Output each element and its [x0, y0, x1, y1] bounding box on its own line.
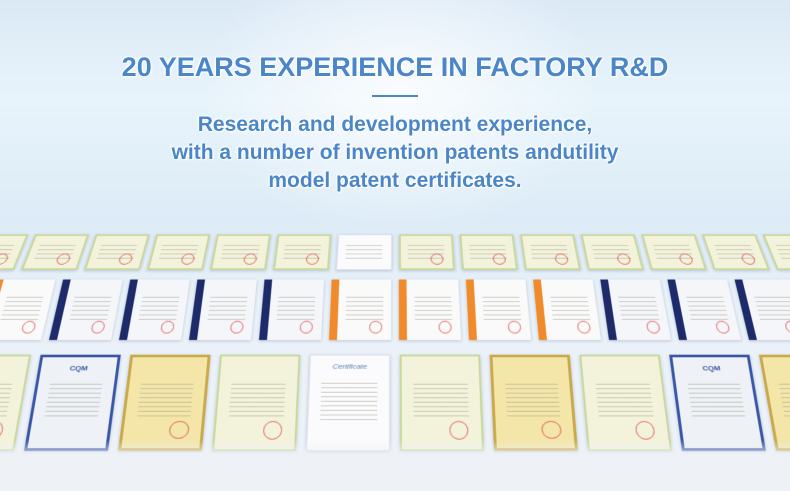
certificate-patent: [20, 234, 89, 270]
certificate-text-lines: [43, 383, 103, 421]
certificate-logo: Certificate: [332, 362, 368, 371]
certificate-patent: [209, 234, 271, 270]
certificate-gold: [118, 354, 211, 451]
certificate-text-lines: [776, 245, 790, 259]
seal-icon: [368, 321, 383, 334]
certificate-patent: [212, 354, 301, 451]
certificate-cqm: CQM: [669, 354, 766, 451]
certificate-patent: [146, 234, 210, 270]
certificate-text-lines: [345, 245, 383, 259]
certificate-patent: [640, 234, 707, 270]
certificate-text-lines: [413, 383, 469, 421]
certificate-navy: [49, 279, 123, 340]
certificate-navy: [119, 279, 190, 340]
seal-icon: [634, 421, 656, 440]
banner-title: 20 YEARS EXPERIENCE IN FACTORY R&D: [121, 52, 669, 82]
certificate-text-lines: [228, 383, 286, 421]
certificate-text-lines: [0, 383, 13, 421]
certificate-navy: [600, 279, 671, 340]
certificate-patent: [701, 234, 770, 270]
title-divider: [372, 95, 418, 97]
seal-icon: [168, 420, 190, 439]
seal-icon: [305, 253, 320, 265]
certificate-patent: [580, 234, 644, 270]
certificate-row-front: CQM Certificate CQM: [0, 354, 790, 451]
certificate-patent: [579, 354, 672, 451]
subtitle-line: model patent certificates.: [268, 169, 522, 192]
certificate-text-lines: [686, 297, 729, 322]
seal-icon: [430, 253, 444, 265]
certificate-patent: [519, 234, 581, 270]
certificate-patent: [272, 234, 332, 270]
banner-header: 20 YEARS EXPERIENCE IN FACTORY R&D Resea…: [0, 52, 790, 195]
certificate-text-lines: [69, 297, 112, 322]
certificate-text-lines: [345, 297, 384, 322]
seal-icon: [739, 253, 758, 265]
certificate-text-lines: [687, 383, 747, 421]
seal-icon: [159, 321, 176, 334]
seal-icon: [0, 421, 5, 440]
certificate-text-lines: [482, 297, 522, 322]
seal-icon: [437, 321, 453, 334]
seal-icon: [229, 321, 245, 334]
seal-icon: [783, 321, 790, 334]
certificate-patent: [398, 234, 455, 270]
certificate-text-lines: [550, 297, 591, 322]
seal-icon: [576, 321, 592, 334]
certificate-orange: [533, 279, 601, 340]
certificate-navy: [667, 279, 741, 340]
certificate-orange: [329, 279, 392, 340]
certificate-row-back: [0, 234, 790, 270]
seal-icon: [714, 321, 731, 334]
certificate-logo: CQM: [701, 364, 721, 373]
certificate-logo: CQM: [69, 364, 89, 373]
background-glow: [200, 0, 600, 240]
seal-icon: [645, 321, 662, 334]
certificate-text-lines: [136, 383, 194, 421]
certificate-text-lines: [207, 297, 248, 322]
certificate-row-middle: [0, 279, 790, 340]
certificate-patent: [399, 354, 484, 451]
seal-icon: [262, 421, 283, 440]
certificate-text-lines: [0, 297, 44, 322]
certificate-text-lines: [276, 297, 316, 322]
seal-icon: [448, 421, 469, 440]
seal-icon: [179, 253, 196, 265]
seal-icon: [541, 420, 562, 439]
certificate-navy: [189, 279, 257, 340]
certificate-orange: [0, 279, 56, 340]
seal-icon: [20, 321, 37, 334]
seal-icon: [507, 321, 522, 334]
seal-icon: [89, 321, 107, 334]
certificate-text-lines: [138, 297, 180, 322]
certificate-orange: [398, 279, 461, 340]
certificate-text-lines: [414, 297, 453, 322]
certificate-cqm: CQM: [24, 354, 121, 451]
certificate-text-lines: [618, 297, 660, 322]
certificate-white: [335, 234, 392, 270]
subtitle-line: with a number of invention patents andut…: [171, 141, 619, 164]
certificate-text-lines: [595, 383, 655, 421]
certificate-navy: [734, 279, 790, 340]
certificate-orange: [465, 279, 531, 340]
banner-subtitle: Research and development experience, wit…: [0, 111, 790, 195]
certificate-text-lines: [778, 383, 790, 421]
certificate-text-lines: [505, 383, 561, 421]
certificate-gold: [489, 354, 578, 451]
subtitle-line: Research and development experience,: [197, 113, 593, 136]
seal-icon: [298, 321, 314, 334]
certificate-white: Certificate: [306, 354, 391, 451]
bottom-fade: [0, 440, 790, 491]
certificate-patent: [83, 234, 150, 270]
certificate-navy: [259, 279, 325, 340]
certificate-text-lines: [320, 383, 378, 421]
seal-icon: [242, 253, 258, 265]
certificate-patent: [458, 234, 518, 270]
certificate-text-lines: [754, 297, 790, 322]
